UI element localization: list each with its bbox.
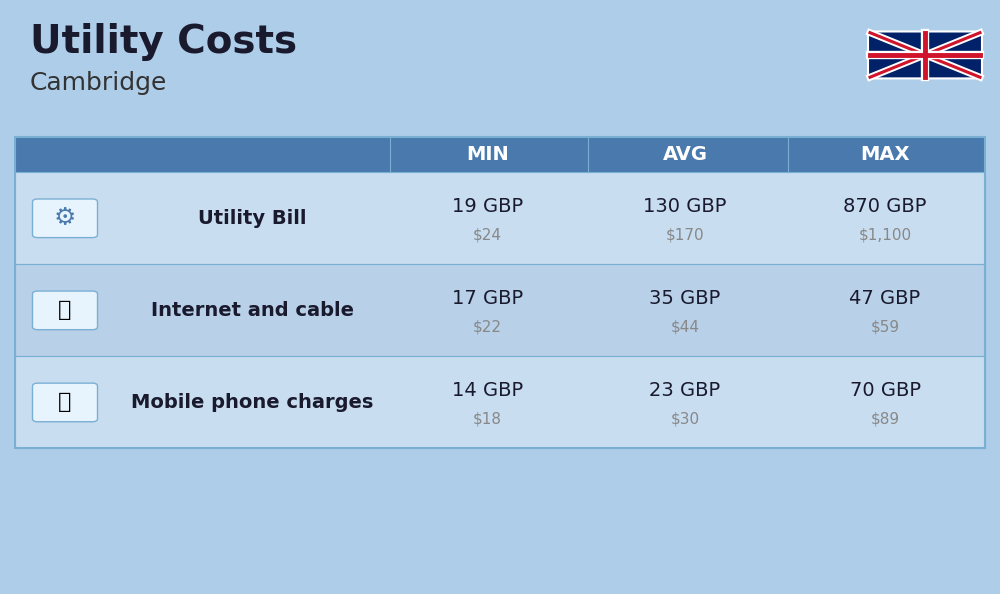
Text: 23 GBP: 23 GBP bbox=[649, 381, 721, 400]
Text: Internet and cable: Internet and cable bbox=[151, 301, 354, 320]
Text: 14 GBP: 14 GBP bbox=[452, 381, 523, 400]
Text: MIN: MIN bbox=[466, 145, 509, 164]
Text: AVG: AVG bbox=[662, 145, 708, 164]
Text: $18: $18 bbox=[473, 412, 502, 426]
Text: 📶: 📶 bbox=[58, 301, 72, 320]
Text: $22: $22 bbox=[473, 320, 502, 334]
FancyBboxPatch shape bbox=[15, 172, 985, 264]
Text: $59: $59 bbox=[870, 320, 900, 334]
Text: $89: $89 bbox=[870, 412, 900, 426]
FancyBboxPatch shape bbox=[15, 264, 985, 356]
Text: MAX: MAX bbox=[860, 145, 910, 164]
Text: 📱: 📱 bbox=[58, 393, 72, 412]
Text: 19 GBP: 19 GBP bbox=[452, 197, 523, 216]
Text: $24: $24 bbox=[473, 228, 502, 242]
Text: 17 GBP: 17 GBP bbox=[452, 289, 523, 308]
FancyBboxPatch shape bbox=[15, 356, 985, 448]
FancyBboxPatch shape bbox=[15, 137, 985, 172]
Text: 70 GBP: 70 GBP bbox=[850, 381, 920, 400]
FancyBboxPatch shape bbox=[32, 383, 98, 422]
Text: 47 GBP: 47 GBP bbox=[849, 289, 921, 308]
Text: 130 GBP: 130 GBP bbox=[643, 197, 727, 216]
FancyBboxPatch shape bbox=[32, 199, 98, 238]
Text: Mobile phone charges: Mobile phone charges bbox=[131, 393, 374, 412]
Text: ⚙: ⚙ bbox=[54, 206, 76, 230]
FancyBboxPatch shape bbox=[868, 31, 982, 78]
Text: Utility Costs: Utility Costs bbox=[30, 23, 297, 61]
Text: 870 GBP: 870 GBP bbox=[843, 197, 927, 216]
Text: Utility Bill: Utility Bill bbox=[198, 209, 307, 228]
Text: Cambridge: Cambridge bbox=[30, 71, 167, 95]
Text: $170: $170 bbox=[666, 228, 704, 242]
Text: 35 GBP: 35 GBP bbox=[649, 289, 721, 308]
Text: $1,100: $1,100 bbox=[858, 228, 912, 242]
Text: $30: $30 bbox=[670, 412, 700, 426]
Text: $44: $44 bbox=[670, 320, 700, 334]
FancyBboxPatch shape bbox=[32, 291, 98, 330]
